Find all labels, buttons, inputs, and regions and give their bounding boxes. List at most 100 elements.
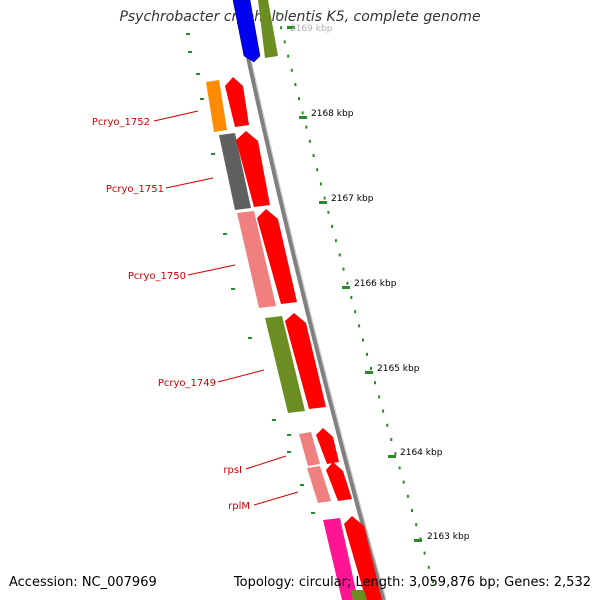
ruler-dot	[319, 182, 322, 186]
inner-ruler-dash	[248, 337, 252, 339]
inner-ruler-dash	[300, 484, 304, 486]
ruler-major-tick	[319, 201, 327, 204]
feature-pink-1750	[237, 211, 276, 308]
ruler-dot	[294, 83, 297, 86]
ruler-dot	[394, 452, 397, 456]
kbp-label-2164: 2164 kbp	[400, 448, 443, 458]
ruler-dot	[374, 381, 376, 385]
kbp-ruler-ticks	[287, 26, 422, 542]
gene-label-rplM: rplM	[228, 501, 250, 512]
kbp-label-2167: 2167 kbp	[331, 194, 374, 204]
kbp-label-2168: 2168 kbp	[311, 109, 354, 119]
inner-ruler-dash	[311, 512, 315, 514]
ruler-dot	[308, 139, 311, 143]
ruler-dot	[301, 111, 304, 115]
inner-ruler-dash	[231, 288, 235, 290]
gene-label-pcryo-1750: Pcryo_1750	[128, 271, 186, 282]
cds-arrow-1750	[257, 209, 297, 304]
ruler-dot	[350, 296, 353, 299]
inner-ruler-dots	[186, 33, 315, 514]
ruler-major-tick	[365, 371, 373, 374]
ruler-major-tick	[342, 286, 350, 289]
accession-text: Accession: NC_007969	[9, 575, 157, 590]
feature-orange	[206, 80, 227, 132]
ruler-major-tick	[414, 539, 422, 542]
ruler-dot	[283, 40, 286, 44]
ruler-dot	[406, 494, 409, 498]
inner-ruler-dash	[223, 233, 227, 235]
ruler-dot	[366, 352, 368, 356]
inner-ruler-dash	[196, 73, 200, 75]
cds-green-top	[258, 0, 278, 58]
cds-arrow-1752	[225, 77, 249, 127]
ruler-dot	[327, 210, 330, 214]
ruler-dot	[287, 54, 290, 58]
inner-ruler-dash	[211, 153, 215, 155]
gene-label-rpsI: rpsI	[223, 465, 242, 476]
cds-arrow-1749	[285, 313, 326, 409]
cds-track	[225, 0, 382, 600]
ruler-dot	[402, 480, 405, 484]
cds-arrow-bottom	[344, 516, 382, 600]
ruler-dot	[411, 509, 413, 512]
cds-arrow-rplM	[326, 462, 352, 501]
ruler-dot	[390, 438, 393, 441]
cds-arrow-rpsI	[316, 428, 339, 464]
gene-label-pcryo-1752: Pcryo_1752	[92, 117, 150, 128]
ruler-major-tick	[388, 455, 396, 458]
feature-pink-rpsI	[299, 432, 320, 466]
ruler-dot	[358, 324, 361, 328]
topology-text: Topology: circular; Length: 3,059,876 bp…	[233, 575, 591, 590]
gene-label-pcryo-1751: Pcryo_1751	[106, 184, 164, 195]
feature-magenta	[323, 518, 358, 600]
ruler-dot	[427, 565, 430, 569]
ruler-dot	[305, 125, 308, 129]
ruler-dot	[290, 68, 293, 72]
feature-green-1749	[265, 316, 305, 413]
ruler-dot	[419, 537, 422, 541]
ruler-dot	[331, 225, 334, 228]
kbp-label-2166: 2166 kbp	[354, 279, 397, 289]
inner-ruler-dash	[287, 451, 291, 453]
ruler-dot	[276, 12, 279, 15]
feature-pink-rplM	[307, 466, 331, 503]
feature-blue	[232, 0, 261, 63]
gene-label-pcryo-1749: Pcryo_1749	[158, 378, 216, 389]
kbp-ruler-dots	[276, 12, 434, 583]
cds-green-bottom	[351, 590, 367, 600]
inner-ruler-dash	[200, 98, 204, 100]
ruler-dot	[378, 395, 381, 399]
ruler-dot	[280, 26, 283, 30]
ruler-dot	[338, 253, 341, 257]
ruler-dot	[398, 466, 401, 470]
map-title: Psychrobacter cryohalolentis K5, complet…	[119, 9, 481, 25]
inner-ruler-dash	[287, 434, 291, 436]
inner-ruler-dash	[188, 51, 192, 53]
kbp-label-2163: 2163 kbp	[427, 532, 470, 542]
ruler-dot	[423, 551, 426, 555]
label-pointers	[153, 110, 299, 506]
ruler-dot	[362, 338, 364, 342]
ruler-dot	[382, 409, 385, 413]
ruler-dot	[386, 423, 389, 427]
inner-ruler-dash	[186, 33, 190, 35]
ruler-dot	[342, 267, 345, 271]
ruler-dot	[316, 168, 319, 172]
ruler-dot	[370, 367, 372, 370]
ruler-major-tick	[299, 116, 307, 119]
ruler-dot	[334, 239, 337, 243]
feature-gray	[219, 133, 251, 210]
ruler-dot	[346, 281, 349, 285]
ruler-dot	[415, 523, 418, 527]
kbp-label-2165: 2165 kbp	[377, 364, 420, 374]
kbp-label-2169: 2169 kbp	[290, 24, 333, 34]
cds-arrow-1751	[236, 131, 270, 207]
ruler-dot	[432, 580, 434, 583]
ruler-dot	[354, 310, 357, 314]
ruler-dot	[312, 154, 315, 157]
inner-feature-track	[206, 0, 358, 600]
genome-backbone	[233, 0, 387, 600]
ruler-dot	[298, 97, 300, 101]
ruler-major-tick	[287, 26, 295, 29]
